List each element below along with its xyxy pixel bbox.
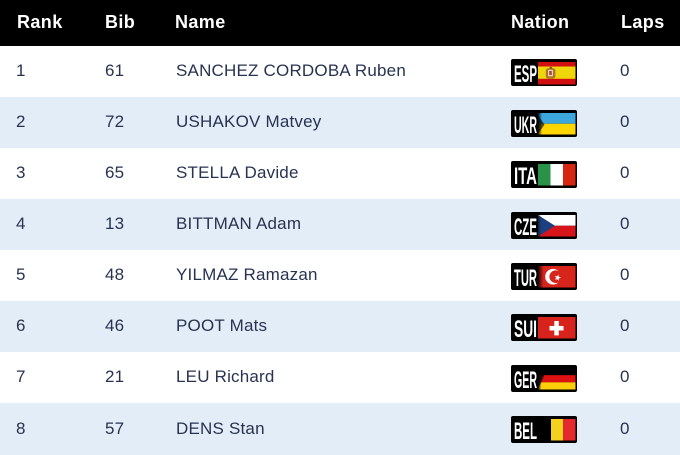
svg-text:BEL: BEL (514, 418, 537, 443)
svg-text:GER: GER (514, 367, 537, 392)
svg-text:UKR: UKR (514, 112, 537, 137)
svg-text:SUI: SUI (514, 316, 537, 341)
svg-text:CZE: CZE (514, 214, 537, 239)
svg-text:ESP: ESP (514, 61, 537, 86)
svg-text:TUR: TUR (514, 265, 537, 290)
svg-text:ITA: ITA (514, 163, 537, 188)
